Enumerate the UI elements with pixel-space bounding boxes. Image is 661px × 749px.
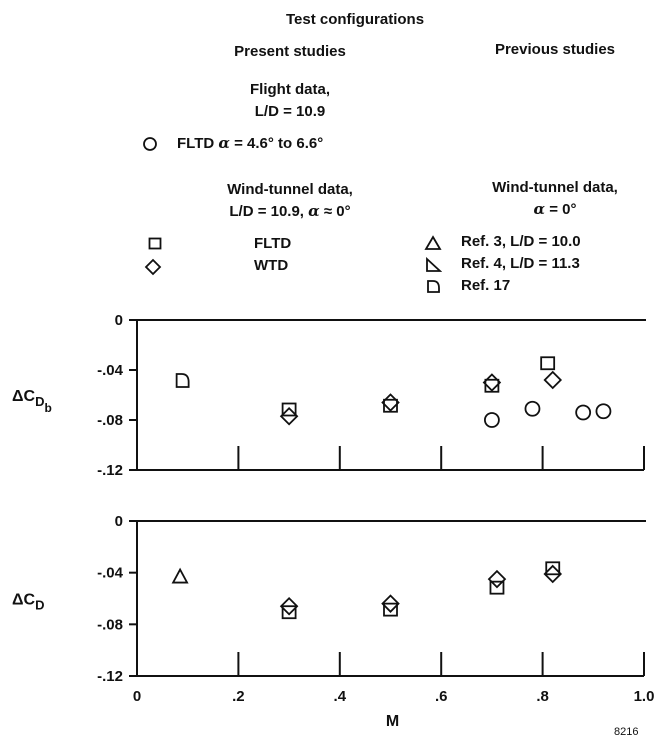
- panel-1-circle-point: [524, 400, 541, 417]
- x-tick-label: .6: [435, 688, 448, 705]
- legend-flight-entry: FLTD α = 4.6° to 6.6°: [177, 134, 324, 152]
- legend-wt-present-entry-wtd: WTD: [254, 257, 289, 274]
- panel-1-diamond-point: [279, 406, 299, 426]
- legend-circle-symbol: [143, 137, 157, 151]
- x-tick-label: 0: [133, 688, 141, 705]
- legend-flight-entry-suffix: = 4.6° to 6.6°: [229, 135, 324, 152]
- panel-1-circle-point: [575, 404, 592, 421]
- panel-2-square-point: [545, 561, 561, 576]
- legend-half-triangle-symbol: [426, 257, 442, 272]
- panel-2-ytick-label: -.12: [97, 668, 123, 685]
- legend-flight-entry-alpha: α: [218, 134, 230, 152]
- figure-number: 8216: [614, 726, 639, 738]
- panel-1-y-axis-label-sub: D: [35, 394, 44, 409]
- legend-flight-heading-1: Flight data,: [250, 81, 330, 98]
- legend-wt-present-heading-2-prefix: L/D = 10.9,: [229, 203, 309, 220]
- panel-1-ytick-label: -.08: [97, 412, 123, 429]
- legend-wt-present-heading-2-suffix: ≈ 0°: [319, 203, 351, 220]
- legend-flight-heading-2: L/D = 10.9: [254, 103, 326, 120]
- legend-wt-present-heading-2-alpha: α: [308, 202, 320, 220]
- legend-wt-present-entry-fltd: FLTD: [254, 235, 292, 252]
- panel-1-ytick-label: 0: [115, 312, 123, 329]
- legend-triangle-symbol: [424, 235, 442, 250]
- panel-1-diamond-point: [543, 370, 563, 390]
- panel-2-y-axis-label-sub: D: [35, 598, 44, 613]
- panel-2-y-axis-label: ΔCD: [12, 592, 44, 613]
- panel-2-ytick-label: -.08: [97, 616, 123, 633]
- panel-1-ytick-label: -.12: [97, 462, 123, 479]
- legend-ref4-entry: Ref. 4, L/D = 11.3: [461, 255, 580, 272]
- x-axis-label: M: [386, 713, 399, 730]
- panel-2-square-point: [489, 580, 505, 595]
- panel-2-ytick-label: 0: [115, 513, 123, 530]
- x-tick-label: .2: [232, 688, 245, 705]
- panel-1-diamond-point: [381, 393, 400, 412]
- panel-2-diamond-point: [279, 596, 299, 616]
- panel-2-square-point: [281, 605, 297, 620]
- panel-1-y-axis-label-subsub: b: [44, 401, 51, 415]
- panel-1-y-axis-label: ΔCDb: [12, 388, 52, 415]
- panel-1-ytick-label: -.04: [97, 362, 124, 379]
- legend-previous-heading: Previous studies: [494, 41, 616, 58]
- x-tick-label: .4: [334, 688, 347, 705]
- legend-present-heading: Present studies: [234, 43, 346, 60]
- legend-wt-present-heading-2: L/D = 10.9, α ≈ 0°: [150, 202, 430, 220]
- panel-2-square-point: [383, 602, 398, 617]
- legend-wt-previous-heading-1: Wind-tunnel data,: [492, 179, 618, 196]
- panel-2-triangle-point: [171, 567, 189, 584]
- panel-2-diamond-point: [381, 594, 400, 613]
- legend-wt-previous-heading-2-alpha: α: [533, 200, 546, 218]
- panel-2-ytick-label: -.04: [97, 565, 124, 582]
- legend-flight-entry-prefix: FLTD: [177, 135, 219, 152]
- x-tick-label: .8: [536, 688, 549, 705]
- legend-diamond-symbol: [144, 258, 162, 276]
- legend-wt-present-heading-1: Wind-tunnel data,: [227, 181, 353, 198]
- panel-1-d-shape-point: [175, 373, 190, 388]
- x-tick-label: 1.0: [634, 688, 655, 705]
- panel-2-diamond-point: [487, 569, 507, 589]
- legend-square-symbol: [148, 237, 162, 250]
- panel-1-diamond-point: [482, 373, 502, 392]
- panel-1-circle-point: [595, 403, 612, 420]
- legend-title: Test configurations: [285, 11, 425, 28]
- panel-1-square-point: [281, 402, 297, 417]
- panel-1-circle-point: [483, 412, 500, 428]
- legend-d-symbol: [427, 280, 440, 293]
- legend-ref17-entry: Ref. 17: [461, 277, 511, 294]
- legend-ref3-entry: Ref. 3, L/D = 10.0: [461, 233, 581, 250]
- panel-2-diamond-point: [543, 564, 563, 584]
- panel-1-square-point: [540, 356, 556, 371]
- legend-wt-previous-heading-2: α = 0°: [445, 200, 661, 218]
- legend-wt-previous-heading-2-suffix: = 0°: [545, 201, 577, 218]
